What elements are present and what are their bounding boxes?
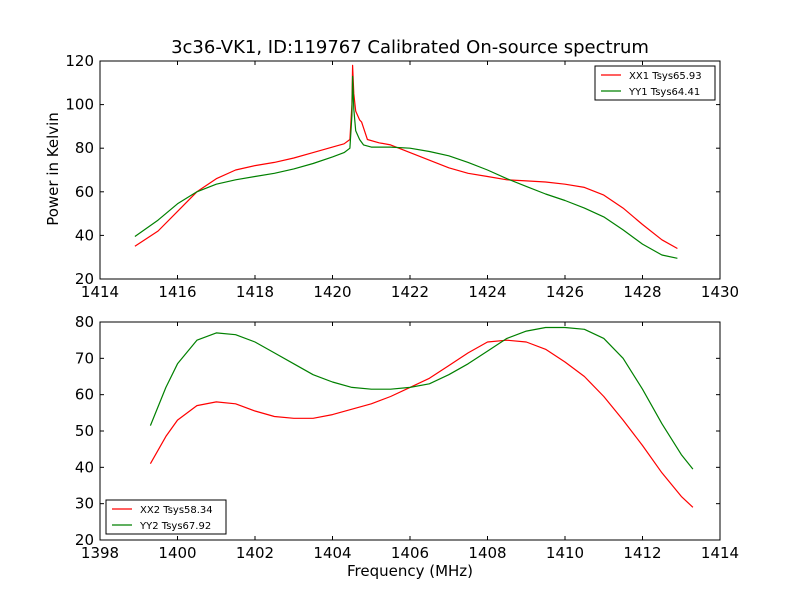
y-tick-label: 100 [65,96,94,114]
y-axis-label: Power in Kelvin [44,112,62,226]
x-tick-label: 1414 [701,544,739,562]
y-tick-label: 60 [75,183,94,201]
y-tick-label: 120 [65,52,94,70]
top-chart: 1414 1416 1418 1420 1422 1424 1426 1428 1430 20 40… [65,52,739,301]
y-tick-label: 60 [75,386,94,404]
x-tick-label: 1416 [158,283,196,301]
legend-box [105,499,227,535]
x-tick-label: 1410 [546,544,584,562]
x-tick-label: 1420 [313,283,351,301]
legend-label: XX1 Tsys65.93 [629,71,702,82]
legend: XX2 Tsys58.34 YY2 Tsys67.92 [105,499,227,535]
x-tick-label: 1426 [546,283,584,301]
x-tick-label: 1414 [81,283,119,301]
y-tick-label: 70 [75,349,94,367]
series-line-1-2 [134,75,678,259]
x-axis-label: Frequency (MHz) [347,562,473,580]
series-line-2-2 [149,326,694,470]
y-tick-label: 50 [75,422,94,440]
legend-box [594,65,716,101]
x-tick-label: 1430 [701,283,739,301]
x-tick-label: 1418 [236,283,274,301]
x-tick-label: 1408 [468,544,506,562]
bottom-chart: 1398 1400 1402 1404 1406 1408 1410 1412 1414 20 30… [75,313,739,562]
x-tick-label: 1428 [623,283,661,301]
legend-label: XX2 Tsys58.34 [140,505,213,516]
x-tick-label: 1402 [236,544,274,562]
x-tick-label: 1422 [391,283,429,301]
y-tick-label: 80 [75,313,94,331]
series-line-1-1 [134,64,678,250]
x-tick-label: 1398 [81,544,119,562]
x-tick-label: 1406 [391,544,429,562]
y-tick-label: 20 [75,270,94,288]
y-tick-label: 20 [75,531,94,549]
x-tick-label: 1424 [468,283,506,301]
y-tick-label: 30 [75,495,94,513]
y-tick-label: 40 [75,226,94,244]
x-tick-label: 1412 [623,544,661,562]
x-tick-label: 1404 [313,544,351,562]
y-tick-label: 40 [75,458,94,476]
y-tick-label: 80 [75,139,94,157]
legend: XX1 Tsys65.93 YY1 Tsys64.41 [594,65,716,101]
x-tick-label: 1400 [158,544,196,562]
series-line-2-1 [149,339,694,508]
figure-title: 3c36-VK1, ID:119767 Calibrated On-source… [171,37,649,58]
legend-label: YY1 Tsys64.41 [628,87,700,98]
legend-label: YY2 Tsys67.92 [139,521,211,532]
